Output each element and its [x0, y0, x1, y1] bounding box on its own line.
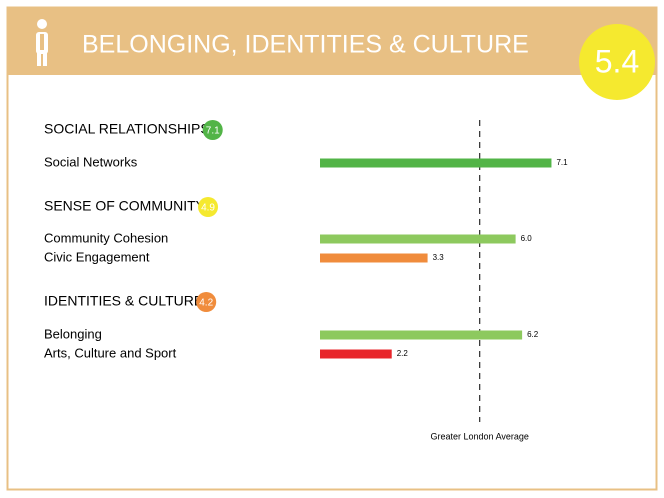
item-label: Arts, Culture and Sport — [44, 345, 177, 360]
icon-detail — [40, 34, 44, 50]
bar — [320, 253, 428, 263]
section-score: 4.2 — [199, 298, 213, 309]
average-label: Greater London Average — [431, 431, 529, 441]
section-heading: SOCIAL RELATIONSHIPS — [44, 121, 210, 137]
item-label: Community Cohesion — [44, 230, 168, 245]
section-heading: SENSE OF COMMUNITY — [44, 198, 206, 214]
bar — [320, 349, 392, 359]
item-label: Social Networks — [44, 154, 138, 169]
section-score-badge — [198, 197, 219, 217]
bar — [320, 158, 552, 168]
bar — [320, 330, 523, 340]
value-label: 2.2 — [397, 349, 409, 358]
value-label: 6.0 — [521, 234, 533, 243]
overall-score-badge — [579, 24, 655, 100]
frame — [6, 6, 658, 491]
section-heading: IDENTITIES & CULTURE — [44, 293, 203, 309]
section-score: 4.9 — [201, 203, 215, 214]
header — [7, 7, 657, 75]
item-label: Belonging — [44, 326, 102, 341]
overall-score: 5.4 — [595, 43, 639, 79]
section-score: 7.1 — [206, 126, 220, 137]
value-label: 6.2 — [527, 330, 539, 339]
section-score-badge — [196, 292, 217, 312]
bar — [320, 234, 516, 244]
item-label: Civic Engagement — [44, 249, 150, 264]
title: BELONGING, IDENTITIES & CULTURE — [82, 31, 529, 59]
value-label: 3.3 — [433, 253, 445, 262]
value-label: 7.1 — [556, 158, 568, 167]
section-score-badge — [202, 120, 223, 140]
